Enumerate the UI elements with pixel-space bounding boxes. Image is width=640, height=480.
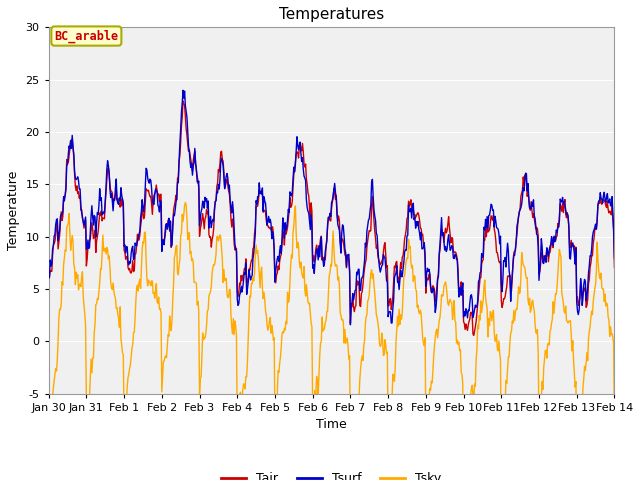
X-axis label: Time: Time bbox=[316, 418, 347, 431]
Title: Temperatures: Temperatures bbox=[279, 7, 384, 22]
Legend: Tair, Tsurf, Tsky: Tair, Tsurf, Tsky bbox=[216, 467, 447, 480]
Y-axis label: Temperature: Temperature bbox=[7, 171, 20, 250]
Text: BC_arable: BC_arable bbox=[54, 29, 118, 43]
